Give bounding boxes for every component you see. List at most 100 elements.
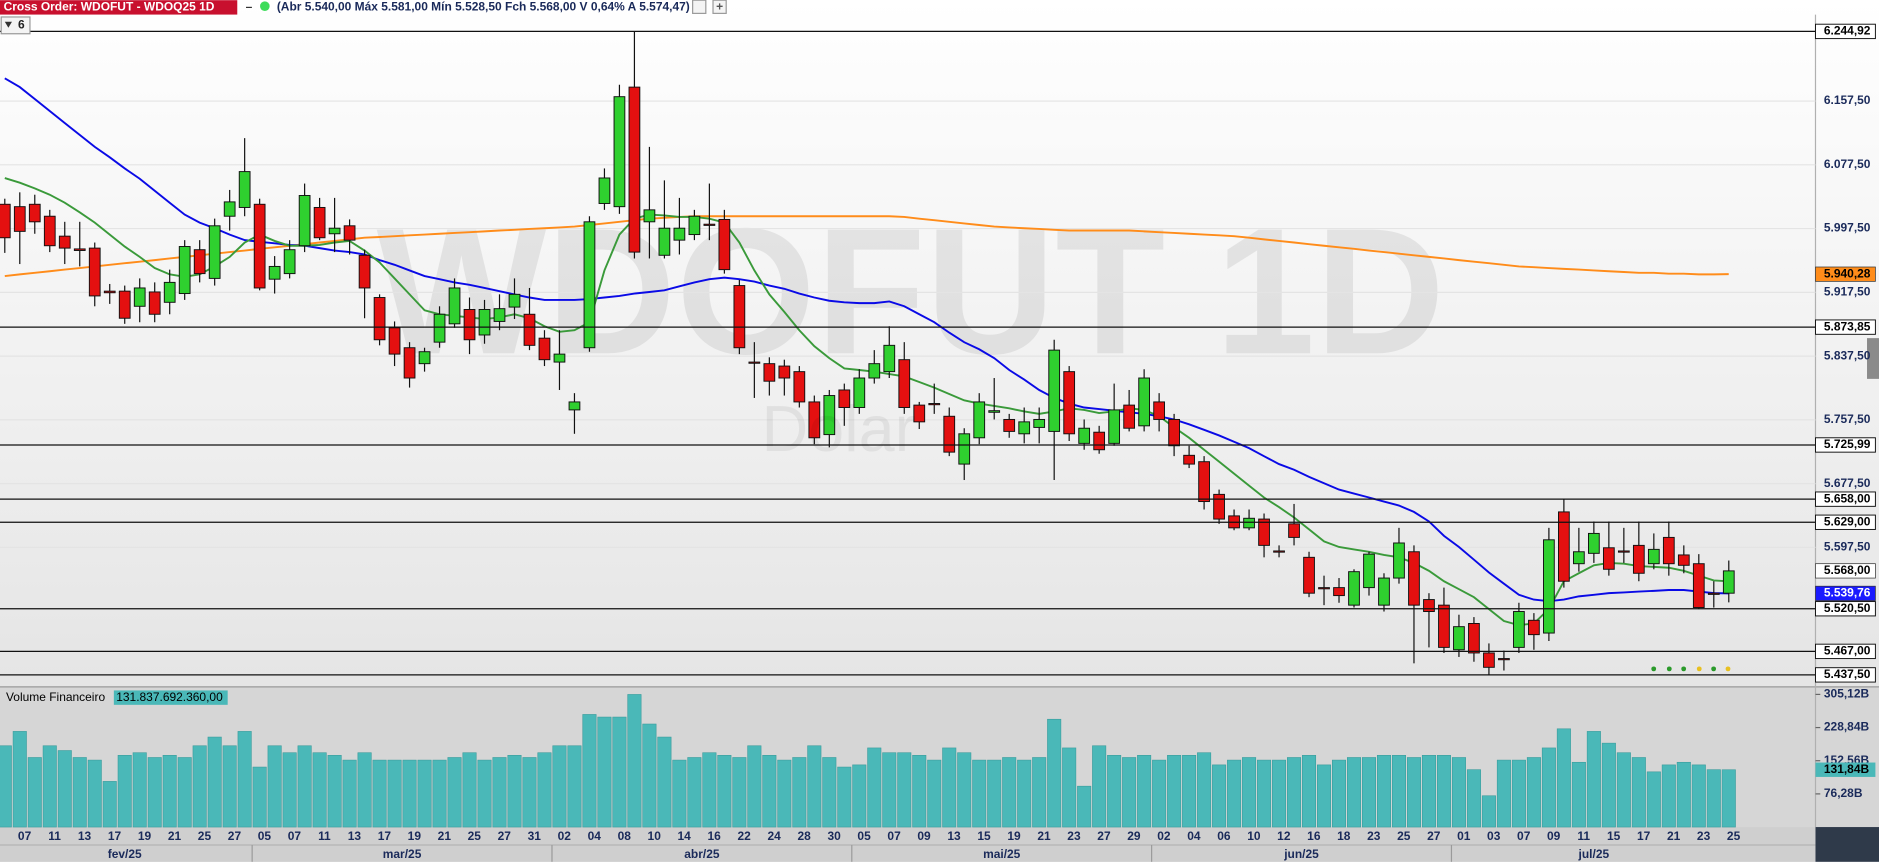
volume-bar bbox=[1361, 757, 1377, 828]
icon-button[interactable] bbox=[692, 0, 707, 14]
candle-body bbox=[583, 221, 596, 349]
volume-bar bbox=[0, 745, 12, 828]
volume-bar bbox=[612, 716, 627, 828]
volume-bar bbox=[1272, 759, 1287, 828]
candle-body bbox=[1692, 563, 1705, 609]
volume-bar bbox=[1062, 747, 1077, 828]
x-tick-label: 11 bbox=[48, 829, 61, 843]
candle-body bbox=[1632, 544, 1645, 574]
volume-bar bbox=[1721, 769, 1736, 828]
y-tick-label: 5.917,50 bbox=[1824, 285, 1871, 299]
volume-bar bbox=[1197, 752, 1212, 828]
volume-bar bbox=[117, 755, 132, 828]
candle-body bbox=[343, 225, 356, 241]
candle-body bbox=[1378, 577, 1390, 606]
volume-bar bbox=[942, 747, 957, 828]
volume-bar bbox=[72, 757, 87, 828]
candle-body bbox=[1258, 518, 1270, 546]
candle-body bbox=[1303, 556, 1315, 594]
candle-body bbox=[553, 353, 566, 363]
volume-bar bbox=[522, 757, 537, 828]
volume-bar bbox=[1451, 757, 1466, 828]
candle-body bbox=[103, 290, 116, 294]
candle-body bbox=[58, 235, 71, 249]
volume-bar bbox=[1107, 755, 1122, 828]
candle-body bbox=[1033, 418, 1046, 428]
volume-bar bbox=[1601, 742, 1616, 828]
volume-bar bbox=[1287, 757, 1302, 828]
level-tag bbox=[1815, 601, 1876, 617]
candle-body bbox=[673, 227, 686, 241]
y-tick-label: 228,84B bbox=[1824, 720, 1870, 734]
volume-bar bbox=[177, 757, 192, 828]
candle-body bbox=[433, 313, 446, 343]
x-tick-label: 21 bbox=[1667, 829, 1681, 843]
candle-body bbox=[328, 227, 341, 235]
volume-bar bbox=[882, 752, 897, 828]
watermark-subtitle: Dolar bbox=[762, 392, 917, 465]
corner-block bbox=[1815, 827, 1879, 862]
volume-bar bbox=[537, 752, 552, 828]
level-tag bbox=[1815, 491, 1876, 507]
candle-body bbox=[1453, 626, 1465, 651]
price-tag bbox=[1815, 563, 1876, 579]
separator: – bbox=[246, 0, 253, 14]
candle-body bbox=[1602, 547, 1615, 570]
volume-bar bbox=[1227, 759, 1242, 828]
x-tick-label: 23 bbox=[1367, 829, 1381, 843]
volume-bar bbox=[1466, 769, 1481, 828]
level-tag bbox=[1815, 667, 1876, 683]
volume-bar bbox=[1691, 764, 1706, 828]
volume-bar bbox=[237, 731, 252, 828]
y-tick-label: 6.157,50 bbox=[1824, 93, 1871, 107]
candle-body bbox=[688, 215, 701, 236]
candle-body bbox=[1513, 611, 1525, 648]
candle-body bbox=[283, 249, 296, 275]
x-tick-label: 05 bbox=[857, 829, 871, 843]
candle-body bbox=[358, 254, 371, 289]
x-tick-label: 05 bbox=[258, 829, 272, 843]
candle-body bbox=[478, 308, 491, 336]
volume-bar bbox=[312, 752, 327, 828]
volume-bar bbox=[162, 755, 177, 828]
volume-bar bbox=[297, 745, 312, 828]
volume-bar bbox=[1152, 759, 1167, 828]
volume-bar bbox=[792, 757, 807, 828]
month-label: jul/25 bbox=[1578, 847, 1610, 861]
candle-body bbox=[73, 248, 86, 251]
month-label: mai/25 bbox=[983, 847, 1021, 861]
candle-body bbox=[28, 203, 41, 223]
candle-body bbox=[748, 361, 761, 364]
order-badge[interactable] bbox=[0, 0, 238, 15]
volume-bar bbox=[702, 752, 717, 828]
candle-body bbox=[943, 415, 956, 453]
volume-bar bbox=[732, 757, 747, 828]
candle-body bbox=[1483, 652, 1495, 668]
icon-button[interactable] bbox=[712, 0, 727, 14]
candle-body bbox=[1003, 418, 1016, 432]
volume-bar bbox=[1646, 771, 1661, 828]
candle-body bbox=[853, 377, 866, 408]
x-tick-label: 18 bbox=[1337, 829, 1351, 843]
volume-bar bbox=[1242, 757, 1257, 828]
period-dropdown[interactable] bbox=[0, 16, 31, 35]
candle-body bbox=[1677, 554, 1690, 566]
volume-bar bbox=[1167, 755, 1182, 828]
volume-bar bbox=[1661, 764, 1676, 828]
volume-bar bbox=[747, 745, 762, 828]
x-tick-label: 21 bbox=[1037, 829, 1051, 843]
candle-body bbox=[238, 171, 251, 208]
candle-body bbox=[568, 401, 581, 411]
volume-bar bbox=[852, 764, 867, 828]
volume-bar bbox=[57, 750, 72, 828]
volume-bar bbox=[1541, 747, 1556, 828]
candle-body bbox=[298, 195, 311, 247]
x-tick-label: 25 bbox=[1727, 829, 1741, 843]
candle-body bbox=[1408, 551, 1420, 606]
candle-body bbox=[1438, 604, 1450, 648]
x-tick-label: 01 bbox=[1457, 829, 1471, 843]
price-tag bbox=[1815, 266, 1876, 282]
scroll-handle[interactable] bbox=[1867, 338, 1879, 379]
volume-bar bbox=[552, 745, 567, 828]
volume-bar bbox=[1017, 759, 1032, 828]
